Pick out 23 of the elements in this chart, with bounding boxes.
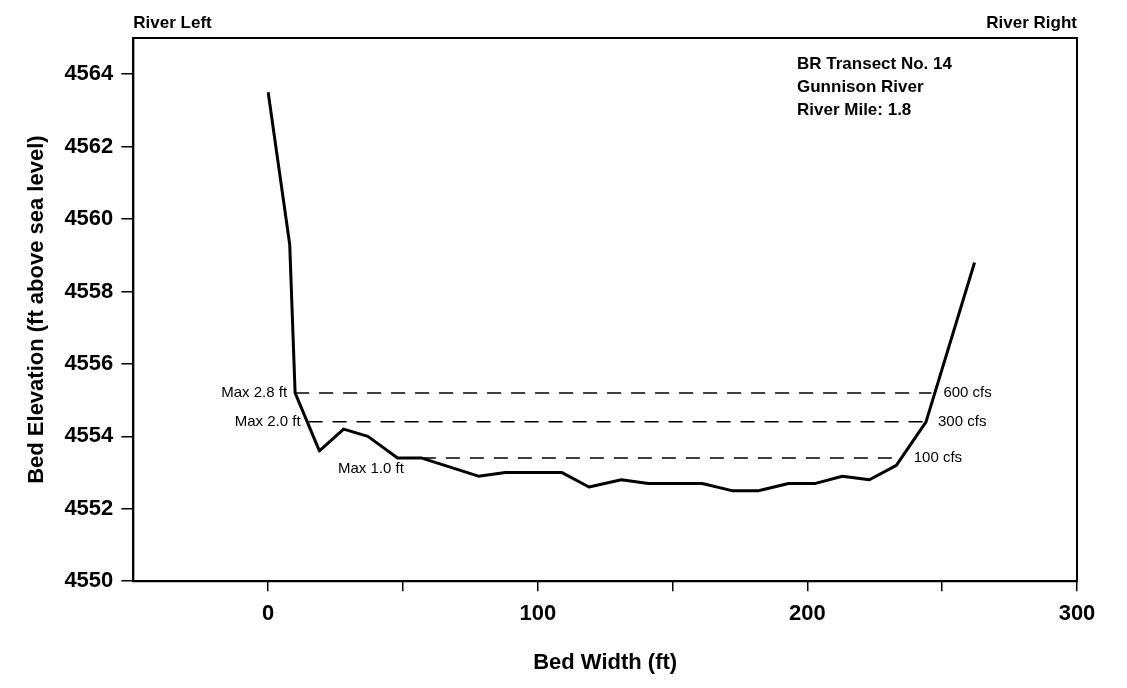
x-axis-title: Bed Width (ft) xyxy=(533,648,678,674)
y-tick-label: 4550 xyxy=(64,567,114,593)
series-label: 300 cfs xyxy=(938,412,987,429)
annotation: Max 2.0 ft xyxy=(234,412,302,429)
y-tick-label: 4564 xyxy=(64,60,115,86)
text: River Right xyxy=(986,13,1078,33)
y-axis-title: Bed Elevation (ft above sea level) xyxy=(23,135,49,484)
x-tick-label: 300 xyxy=(1058,600,1096,626)
y-tick-label: 4558 xyxy=(64,277,114,303)
y-tick-label: 4556 xyxy=(64,349,114,375)
annotation: Max 1.0 ft xyxy=(337,458,405,476)
x-tick-label: 100 xyxy=(519,600,557,626)
y-tick-label: 4562 xyxy=(64,132,114,158)
annotation: BR Transect No. 14 Gunnison River River Mile: 1.8 xyxy=(797,54,953,120)
x-tick-label: 0 xyxy=(262,600,275,626)
annotation: Max 2.8 ft xyxy=(221,383,288,401)
text: River Left xyxy=(133,13,213,33)
y-tick-label: 4560 xyxy=(64,205,114,231)
x-tick-label: 200 xyxy=(789,600,826,626)
y-tick-label: 4554 xyxy=(64,422,115,448)
series-label: 100 cfs xyxy=(913,448,963,466)
series-label: 600 cfs xyxy=(943,383,992,401)
y-tick-label: 4552 xyxy=(64,494,114,520)
